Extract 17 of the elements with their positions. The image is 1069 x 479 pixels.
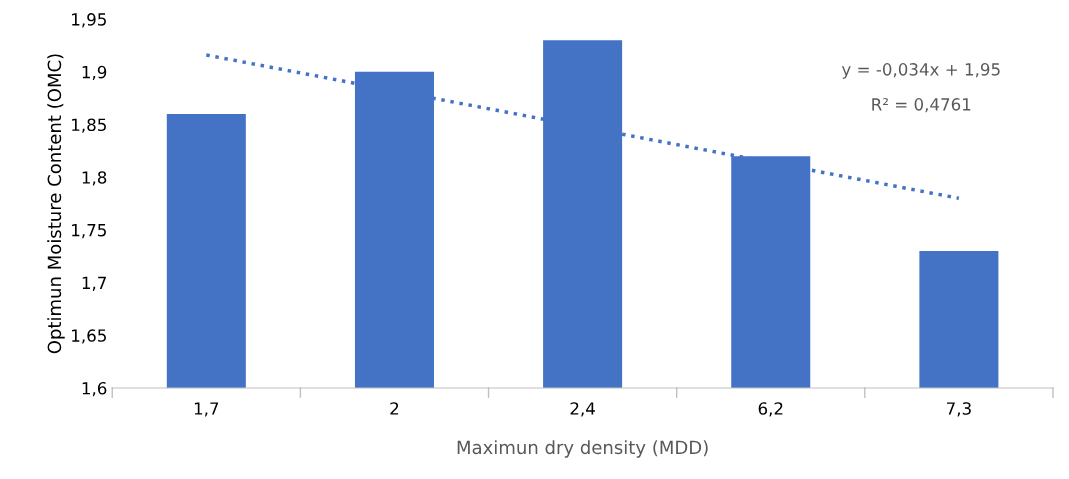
x-tick-label: 6,2 bbox=[758, 402, 783, 417]
x-tick-label: 2 bbox=[390, 402, 399, 415]
annotation: R² = 0,4761 bbox=[872, 98, 971, 113]
y-tick-label: 1,75 bbox=[72, 224, 106, 239]
y-tick-label: 1,6 bbox=[82, 381, 107, 397]
x-tick-label: 2,4 bbox=[570, 402, 595, 417]
y-tick-label: 1,8 bbox=[82, 171, 107, 186]
y-tick-label: 1,9 bbox=[82, 65, 107, 81]
y-axis-title: Optimun Moisture Content (OMC) bbox=[47, 54, 65, 354]
y-tick-label: 1,65 bbox=[72, 329, 106, 344]
x-tick-label: 1,7 bbox=[194, 402, 219, 417]
y-tick-label: 1,7 bbox=[82, 276, 106, 291]
x-axis-title: Maximun dry density (MDD) bbox=[457, 440, 708, 458]
annotation: y = -0,034x + 1,95 bbox=[841, 63, 1000, 79]
x-tick-label: 7,3 bbox=[947, 402, 971, 417]
y-tick-label: 1,85 bbox=[72, 118, 106, 133]
y-tick-label: 1,95 bbox=[72, 13, 106, 28]
